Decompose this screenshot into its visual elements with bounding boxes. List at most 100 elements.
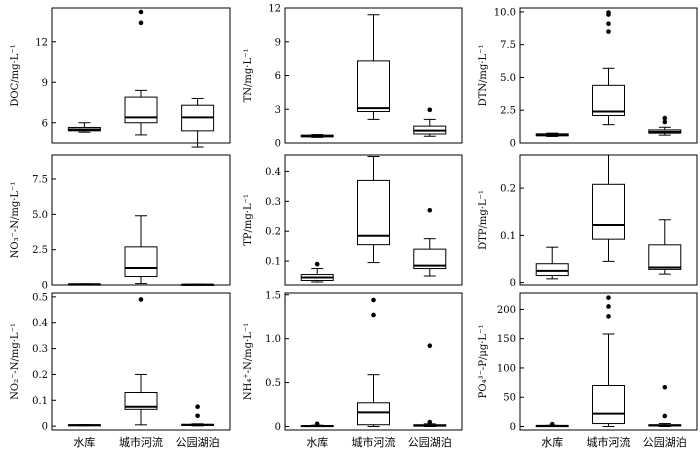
y-tick-label: 2.5 (32, 245, 48, 256)
y-tick-label: 5.0 (32, 210, 48, 221)
y-tick-label: 12 (268, 4, 281, 15)
plot-frame (519, 292, 698, 431)
y-tick-label: 200 (497, 305, 516, 316)
y-axis-label: PO₄³⁻-P/μg·L⁻¹ (478, 325, 489, 399)
y-axis-label: TP/mg·L⁻¹ (243, 194, 254, 246)
iqr-box (124, 392, 158, 410)
iqr-box (648, 244, 682, 270)
x-category-label: 城市河流 (352, 435, 396, 449)
box-公园湖泊 (648, 384, 682, 427)
y-tick-label: 0.5 (265, 378, 281, 389)
iqr-box (535, 263, 569, 277)
y-axis-label: NH₄⁺-N/mg·L⁻¹ (243, 323, 254, 400)
outlier-point (138, 20, 144, 26)
x-category-label: 公园湖泊 (176, 436, 220, 449)
box-水库 (300, 421, 334, 428)
outlier-point (662, 119, 668, 125)
y-tick-label: 7.5 (32, 175, 48, 186)
plot-frame (51, 292, 231, 431)
box-公园湖泊 (648, 219, 682, 275)
outlier-point (606, 21, 611, 27)
x-category-label: 公园湖泊 (643, 436, 687, 449)
panel-1: 6 9 12 DOC/mg·L⁻¹ (10, 7, 231, 148)
y-tick-label: 0.3 (32, 344, 48, 355)
box-城市河流 (124, 215, 158, 285)
box-公园湖泊 (181, 404, 215, 427)
y-tick-label: 0 (42, 422, 48, 433)
iqr-box (592, 385, 625, 425)
y-tick-label: 0 (275, 139, 281, 150)
plot-frame (284, 154, 463, 286)
outlier-point (662, 384, 668, 390)
box-公园湖泊 (413, 107, 447, 137)
y-tick-label: 0.1 (500, 231, 516, 242)
panel-8: 0 0.5 1.0 1.5 NH₄⁺-N/mg·L⁻¹ 水库 城市河流 公园湖泊 (243, 290, 463, 449)
box-城市河流 (592, 10, 625, 126)
y-tick-label: 100 (497, 363, 516, 374)
x-category-label: 城市河流 (119, 435, 163, 449)
panel-2: 0 3 6 9 12 TN/mg·L⁻¹ (243, 4, 463, 150)
plot-frame (51, 154, 231, 286)
y-axis-label: TN/mg·L⁻¹ (243, 49, 254, 103)
box-水库 (67, 122, 101, 133)
iqr-box (592, 84, 625, 116)
y-tick-label: 0.1 (265, 257, 281, 268)
outlier-point (371, 297, 376, 303)
y-tick-label: 10.0 (494, 7, 516, 18)
y-tick-label: 0.4 (265, 167, 281, 178)
iqr-box (413, 248, 447, 270)
y-tick-label: 6 (42, 118, 48, 129)
iqr-box (124, 96, 158, 124)
plot-frame (284, 292, 463, 431)
plot-frame (519, 7, 698, 144)
outlier-point (549, 421, 555, 427)
box-公园湖泊 (181, 283, 215, 286)
x-category-label: 水库 (541, 436, 563, 449)
iqr-box (124, 246, 158, 278)
y-tick-label: 0 (42, 281, 48, 292)
x-category-label: 城市河流 (587, 435, 631, 449)
y-tick-label: 0.2 (32, 370, 48, 381)
outlier-point (314, 421, 320, 427)
box-水库 (535, 132, 569, 137)
box-城市河流 (124, 297, 158, 426)
y-tick-label: 0.3 (265, 197, 281, 208)
y-axis-label: NO₃⁻-N/mg·L⁻¹ (10, 182, 21, 259)
outlier-point (606, 10, 611, 15)
panel-5: 0.1 0.2 0.3 0.4 TP/mg·L⁻¹ (243, 154, 463, 286)
y-axis-label: NO₂⁻-N/mg·L⁻¹ (10, 323, 21, 400)
box-城市河流 (124, 9, 158, 136)
outlier-point (606, 304, 611, 309)
y-tick-label: 5.0 (500, 73, 516, 84)
box-公园湖泊 (181, 97, 215, 148)
iqr-box (357, 179, 390, 246)
y-tick-label: 1.0 (265, 334, 281, 345)
box-水库 (300, 261, 334, 283)
y-tick-label: 0 (510, 139, 516, 150)
y-axis-label: DOC/mg·L⁻¹ (10, 44, 21, 106)
y-tick-label: 0.2 (265, 227, 281, 238)
y-tick-label: 0.1 (32, 396, 48, 407)
panel-9: 0 50 100 150 200 PO₄³⁻-P/μg·L⁻¹ 水库 城市河流 公园湖泊 (478, 292, 698, 449)
iqr-box (357, 402, 390, 426)
outlier-point (427, 419, 433, 425)
y-tick-label: 0 (275, 422, 281, 433)
box-公园湖泊 (413, 343, 447, 427)
box-城市河流 (357, 14, 390, 120)
box-城市河流 (592, 154, 625, 262)
y-axis-label: DTN/mg·L⁻¹ (478, 45, 489, 107)
y-tick-label: 9 (42, 78, 48, 89)
y-tick-label: 50 (503, 393, 516, 404)
panel-6: 0 0.1 0.2 DTP/mg·L⁻¹ (478, 154, 698, 289)
box-城市河流 (357, 297, 390, 427)
outlier-point (427, 343, 433, 348)
y-tick-label: 12 (35, 37, 48, 48)
box-水库 (67, 424, 101, 427)
y-tick-label: 6 (275, 71, 281, 82)
outlier-point (138, 297, 144, 302)
x-category-label: 水库 (73, 436, 95, 449)
y-tick-label: 0.4 (32, 318, 48, 329)
box-水库 (535, 246, 569, 280)
iqr-box (592, 183, 625, 240)
